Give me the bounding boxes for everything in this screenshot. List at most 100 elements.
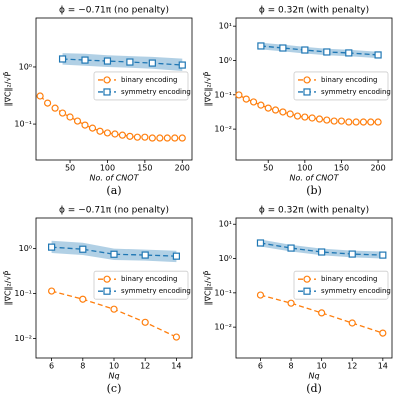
x-axis-label: No. of CNOT [290, 174, 340, 183]
marker [286, 110, 294, 118]
marker [79, 245, 87, 253]
x-tick-label: 14 [378, 362, 388, 371]
axes-frame [235, 217, 393, 359]
y-tick-label: 10⁰ [219, 254, 232, 263]
marker [287, 244, 295, 252]
marker [172, 333, 180, 341]
marker [47, 243, 56, 251]
marker [308, 114, 316, 122]
y-axis-label: ‖∇C‖₂/√P̄ [202, 71, 212, 106]
line [39, 95, 183, 139]
band [260, 42, 379, 59]
caption: (d) [306, 382, 322, 395]
marker [235, 91, 243, 99]
panel-title: ϕ = −0.71π (no penalty) [59, 6, 169, 16]
y-axis-label: ‖∇C‖₂/√P̄ [2, 270, 12, 305]
y-tick-label: 10⁰ [19, 62, 32, 71]
y-tick-label: 10⁻² [214, 323, 232, 332]
marker [103, 57, 112, 65]
marker [256, 291, 265, 299]
line [260, 242, 383, 256]
x-axis-label: No. of CNOT [90, 174, 140, 183]
panel: ϕ = 0.32π (with penalty) 50 100 150 200 10¹ 10… [202, 6, 393, 197]
marker [279, 108, 287, 116]
marker [271, 106, 280, 114]
marker [330, 117, 338, 125]
marker [58, 55, 67, 63]
line [62, 58, 183, 66]
y-tick-label: 10¹ [219, 22, 232, 31]
marker [148, 134, 156, 142]
caption: (a) [106, 184, 121, 197]
marker [66, 113, 74, 121]
marker [264, 104, 272, 112]
marker [279, 44, 287, 52]
marker [36, 92, 44, 100]
x-tick-label: 150 [334, 164, 349, 173]
x-tick-label: 8 [80, 362, 85, 371]
legend-marker [103, 88, 111, 96]
y-tick-label: 10⁰ [19, 244, 32, 253]
marker [359, 118, 368, 126]
line [51, 246, 177, 257]
legend-box [93, 71, 189, 101]
x-tick-label: 8 [289, 362, 294, 371]
marker [47, 287, 56, 295]
x-tick-label: 200 [175, 164, 190, 173]
x-tick-label: 6 [258, 362, 263, 371]
legend-box [293, 270, 389, 300]
y-tick-label: 10⁻¹ [14, 289, 32, 298]
y-axis-label: ‖∇C‖₂/√P̄ [2, 71, 12, 106]
legend-box [293, 71, 389, 101]
y-tick-label: 10⁻¹ [14, 120, 32, 129]
marker [367, 118, 375, 126]
caption: (b) [306, 184, 322, 197]
marker [345, 49, 353, 57]
marker [171, 134, 179, 142]
marker [96, 127, 104, 135]
marker [126, 132, 134, 140]
legend-marker [103, 287, 111, 295]
x-tick-label: 12 [347, 362, 357, 371]
marker [141, 318, 149, 326]
legend-label: symmetry encoding [321, 88, 391, 96]
marker [374, 51, 382, 59]
marker [110, 250, 118, 258]
legend-marker [103, 275, 111, 283]
marker [81, 121, 89, 129]
panel: ϕ = 0.32π (with penalty) 6 8 10 12 14 10¹ 10⁰ 10… [202, 206, 393, 395]
marker [51, 104, 59, 112]
x-tick-label: 6 [49, 362, 54, 371]
y-tick-label: 10⁻² [14, 334, 32, 343]
legend-marker [303, 88, 311, 96]
marker [163, 134, 171, 142]
marker [256, 239, 265, 247]
marker [79, 295, 87, 303]
axes-frame [35, 217, 193, 359]
x-tick-label: 100 [100, 164, 115, 173]
panel-title: ϕ = 0.32π (with penalty) [259, 6, 369, 16]
y-tick-label: 10⁻² [214, 125, 232, 134]
x-tick-label: 50 [65, 164, 75, 173]
marker [348, 250, 356, 258]
y-tick-label: 10⁰ [219, 56, 232, 65]
marker [318, 309, 326, 317]
marker [133, 133, 141, 141]
marker [374, 118, 382, 126]
marker [111, 130, 119, 138]
marker [323, 116, 331, 124]
marker [178, 134, 186, 142]
marker [337, 117, 346, 125]
line [260, 45, 379, 56]
marker [88, 124, 97, 132]
marker [110, 305, 118, 313]
caption: (c) [107, 382, 122, 395]
marker [348, 319, 356, 327]
legend-label: binary encoding [121, 275, 178, 283]
marker [379, 251, 387, 259]
panel: ϕ = −0.71π (no penalty) 50 100 150 200 10⁰ 10⁻… [2, 6, 193, 197]
legend-label: symmetry encoding [121, 287, 191, 295]
marker [43, 99, 52, 107]
x-tick-label: 10 [109, 362, 119, 371]
